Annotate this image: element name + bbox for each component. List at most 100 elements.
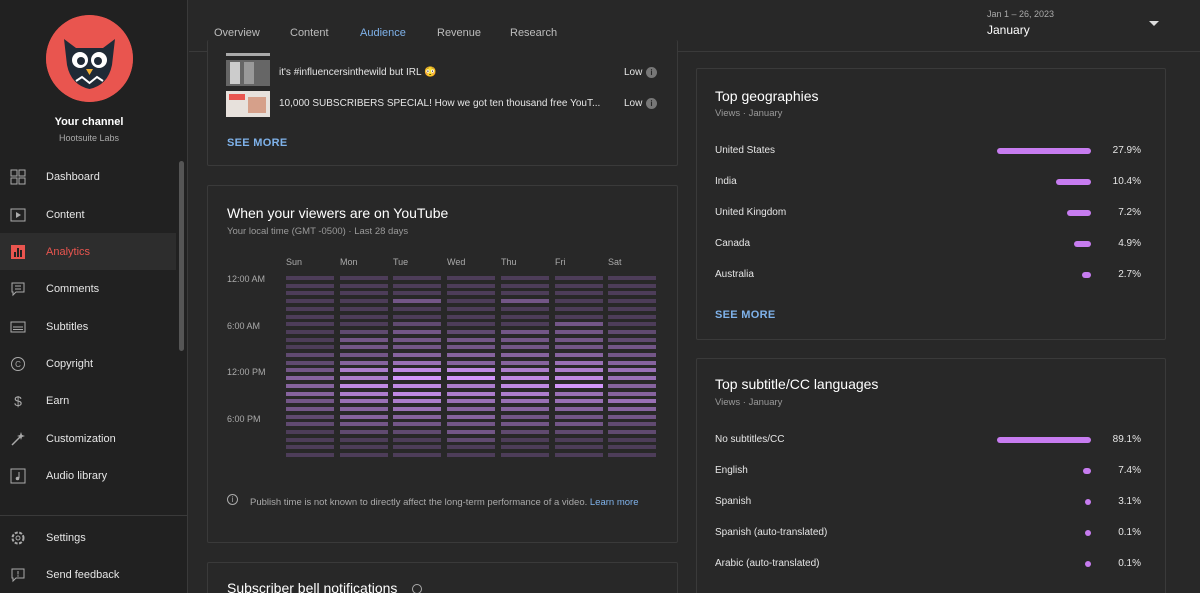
sidebar-item-send-feedback[interactable]: Send feedback	[0, 556, 176, 593]
heatmap-cell[interactable]	[340, 306, 388, 311]
tab-audience[interactable]: Audience	[360, 27, 406, 39]
heatmap-cell[interactable]	[393, 376, 441, 381]
heatmap-cell[interactable]	[393, 306, 441, 311]
heatmap-cell[interactable]	[286, 276, 334, 280]
heatmap-cell[interactable]	[393, 437, 441, 442]
heatmap-cell[interactable]	[340, 383, 388, 388]
heatmap-cell[interactable]	[340, 291, 388, 296]
heatmap-cell[interactable]	[393, 368, 441, 373]
heatmap-cell[interactable]	[340, 360, 388, 365]
heatmap-cell[interactable]	[501, 306, 549, 311]
heatmap-cell[interactable]	[501, 422, 549, 427]
heatmap-cell[interactable]	[286, 345, 334, 350]
heatmap-cell[interactable]	[555, 314, 603, 319]
heatmap-cell[interactable]	[340, 299, 388, 304]
sidebar-item-earn[interactable]: $ Earn	[0, 382, 176, 419]
heatmap-cell[interactable]	[608, 422, 656, 427]
heatmap-cell[interactable]	[286, 453, 334, 458]
heatmap-cell[interactable]	[555, 322, 603, 327]
heatmap-cell[interactable]	[286, 445, 334, 450]
heatmap-cell[interactable]	[447, 399, 495, 404]
heatmap-cell[interactable]	[555, 353, 603, 357]
period-selector[interactable]: January	[987, 23, 1030, 37]
heatmap-cell[interactable]	[608, 360, 656, 365]
heatmap-cell[interactable]	[501, 360, 549, 365]
heatmap-cell[interactable]	[447, 437, 495, 442]
heatmap-cell[interactable]	[501, 337, 549, 342]
heatmap-cell[interactable]	[340, 376, 388, 381]
chevron-down-icon[interactable]	[1149, 21, 1159, 26]
heatmap-cell[interactable]	[447, 414, 495, 419]
heatmap-cell[interactable]	[555, 306, 603, 311]
heatmap-cell[interactable]	[555, 406, 603, 411]
sidebar-item-analytics[interactable]: Analytics	[0, 233, 176, 270]
heatmap-cell[interactable]	[501, 430, 549, 434]
tab-content[interactable]: Content	[290, 27, 329, 39]
see-more-button[interactable]: SEE MORE	[715, 309, 776, 321]
heatmap-cell[interactable]	[501, 406, 549, 411]
heatmap-cell[interactable]	[608, 299, 656, 304]
heatmap-cell[interactable]	[393, 345, 441, 350]
heatmap-cell[interactable]	[608, 437, 656, 442]
sidebar-item-content[interactable]: Content	[0, 196, 176, 233]
heatmap-cell[interactable]	[286, 314, 334, 319]
heatmap-cell[interactable]	[501, 414, 549, 419]
heatmap-cell[interactable]	[286, 360, 334, 365]
tab-overview[interactable]: Overview	[214, 27, 260, 39]
heatmap-cell[interactable]	[340, 329, 388, 334]
heatmap-cell[interactable]	[340, 399, 388, 404]
heatmap-cell[interactable]	[608, 337, 656, 342]
heatmap-cell[interactable]	[608, 314, 656, 319]
heatmap-cell[interactable]	[286, 353, 334, 357]
heatmap-cell[interactable]	[340, 453, 388, 458]
heatmap-cell[interactable]	[393, 414, 441, 419]
heatmap-cell[interactable]	[340, 337, 388, 342]
heatmap-cell[interactable]	[393, 383, 441, 388]
heatmap-cell[interactable]	[286, 430, 334, 434]
tab-research[interactable]: Research	[510, 27, 558, 39]
heatmap-cell[interactable]	[555, 437, 603, 442]
heatmap-cell[interactable]	[501, 391, 549, 396]
heatmap-cell[interactable]	[501, 445, 549, 450]
heatmap-cell[interactable]	[447, 445, 495, 450]
heatmap-cell[interactable]	[501, 453, 549, 458]
heatmap-cell[interactable]	[340, 276, 388, 280]
heatmap-cell[interactable]	[608, 283, 656, 288]
heatmap-cell[interactable]	[393, 445, 441, 450]
heatmap-cell[interactable]	[393, 360, 441, 365]
heatmap-cell[interactable]	[501, 376, 549, 381]
heatmap-cell[interactable]	[393, 353, 441, 357]
heatmap-cell[interactable]	[340, 283, 388, 288]
channel-avatar[interactable]	[46, 15, 133, 102]
heatmap-cell[interactable]	[608, 368, 656, 373]
heatmap-cell[interactable]	[608, 376, 656, 381]
see-more-button[interactable]: SEE MORE	[227, 137, 288, 149]
heatmap-cell[interactable]	[608, 345, 656, 350]
heatmap-cell[interactable]	[393, 314, 441, 319]
heatmap-cell[interactable]	[447, 376, 495, 381]
heatmap-cell[interactable]	[555, 376, 603, 381]
list-item[interactable]: it's #influencersinthewild but IRL 😳 Low…	[226, 60, 666, 86]
heatmap-cell[interactable]	[447, 276, 495, 280]
heatmap-cell[interactable]	[286, 283, 334, 288]
heatmap-cell[interactable]	[286, 437, 334, 442]
tab-revenue[interactable]: Revenue	[437, 27, 482, 39]
heatmap-cell[interactable]	[608, 306, 656, 311]
heatmap-cell[interactable]	[447, 329, 495, 334]
sidebar-item-subtitles[interactable]: Subtitles	[0, 308, 176, 345]
heatmap-cell[interactable]	[340, 414, 388, 419]
heatmap-cell[interactable]	[447, 422, 495, 427]
heatmap-cell[interactable]	[555, 329, 603, 334]
heatmap-cell[interactable]	[555, 399, 603, 404]
heatmap-cell[interactable]	[447, 291, 495, 296]
heatmap-cell[interactable]	[393, 299, 441, 304]
heatmap-cell[interactable]	[555, 430, 603, 434]
heatmap-cell[interactable]	[608, 430, 656, 434]
heatmap-cell[interactable]	[393, 399, 441, 404]
learn-more-link[interactable]: Learn more	[589, 497, 639, 508]
heatmap-cell[interactable]	[447, 322, 495, 327]
heatmap-cell[interactable]	[286, 422, 334, 427]
heatmap-cell[interactable]	[286, 337, 334, 342]
heatmap-cell[interactable]	[340, 422, 388, 427]
sidebar-scrollbar[interactable]	[179, 161, 184, 351]
